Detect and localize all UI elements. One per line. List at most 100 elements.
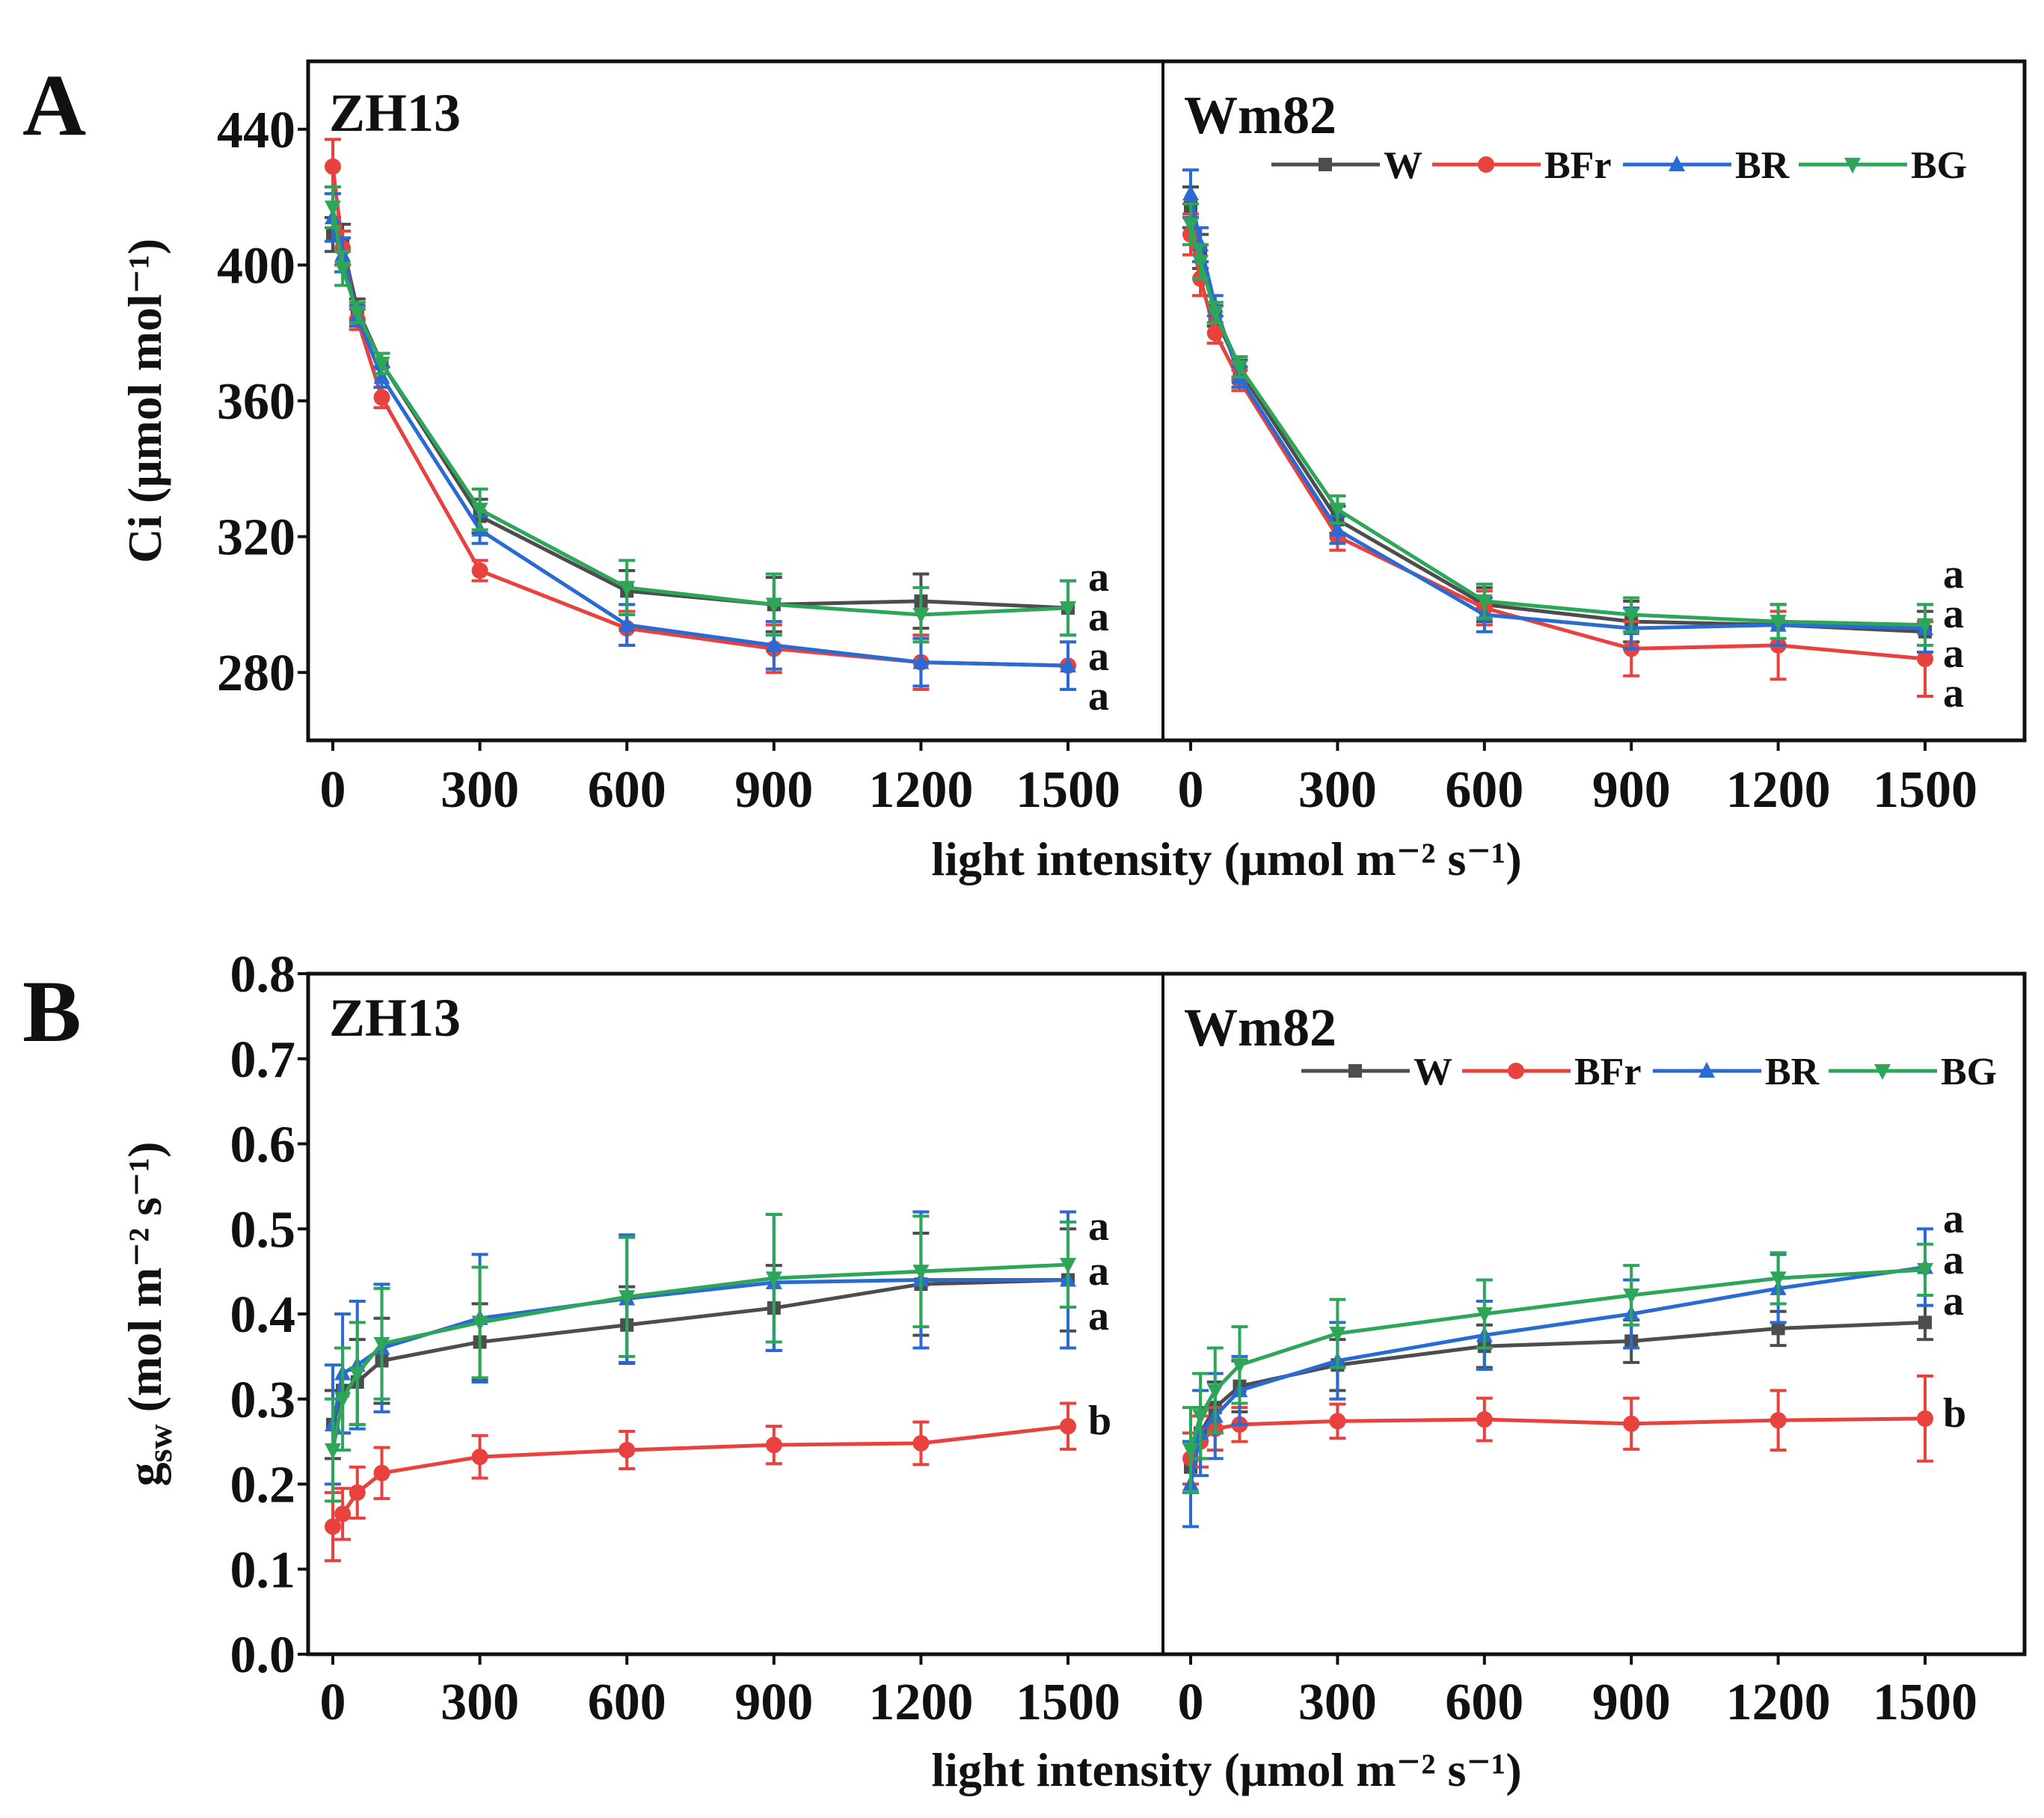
series-line: [331, 166, 1069, 668]
x-tick-label: 1500: [1016, 761, 1120, 819]
significance-letter: a: [1088, 1293, 1109, 1339]
series-BFr: [325, 1401, 1076, 1562]
series-BR: [325, 192, 1076, 691]
legend-marker: [1478, 156, 1494, 173]
data-point: [1770, 615, 1787, 631]
data-point: [912, 1434, 930, 1452]
x-tick-label: 0: [1178, 1674, 1204, 1731]
series-BG: [1182, 202, 1933, 647]
legend-label: W: [1414, 1051, 1452, 1093]
series-line: [1188, 224, 1926, 627]
x-tick-label: 300: [441, 761, 519, 819]
data-point: [1917, 618, 1933, 634]
data-point: [349, 1484, 366, 1501]
y-axis: 0.0 0.1 0.2 0.3 0.4 0.5 0.6 0.7 0.8: [230, 946, 308, 1684]
data-point: [1770, 1412, 1787, 1429]
series-BG: [325, 185, 1076, 644]
data-point: [1771, 1321, 1785, 1336]
data-point: [619, 615, 636, 632]
x-tick-label: 300: [1298, 1674, 1377, 1731]
data-point: [471, 503, 488, 519]
x-axis-label: light intensity (μmol m⁻² s⁻¹): [931, 832, 1521, 885]
series-line: [1188, 1265, 1926, 1484]
y-tick-label: 0.0: [230, 1627, 296, 1684]
data-point: [1182, 185, 1199, 201]
x-tick-label: 600: [588, 761, 666, 819]
data-point: [1060, 1418, 1076, 1435]
y-tick-label: 0.4: [230, 1286, 296, 1344]
data-point: [1206, 1384, 1224, 1400]
subplot-title: ZH13: [329, 83, 461, 143]
data-point: [1623, 1288, 1640, 1304]
data-point: [619, 1442, 636, 1458]
y-tick-label: 0.2: [230, 1457, 296, 1514]
subplot-ZH13: ZH13 0 300 600 900 1200 1500 aaa b: [320, 988, 1121, 1731]
series-BG: [1182, 1242, 1933, 1494]
panel-letter: B: [22, 962, 82, 1060]
series-line: [331, 1278, 1069, 1425]
data-point: [1182, 1443, 1199, 1459]
significance-letter: a: [1943, 591, 1964, 637]
series-line: [1188, 233, 1926, 661]
data-point: [373, 368, 390, 384]
series-line: [331, 233, 1069, 610]
y-tick-label: 0.6: [230, 1117, 296, 1174]
subplot-title: Wm82: [1184, 998, 1336, 1057]
series-W: [1182, 185, 1933, 654]
legend-label: BFr: [1544, 144, 1612, 187]
x-tick-label: 900: [734, 1674, 813, 1731]
data-point: [1329, 520, 1346, 537]
data-point: [1917, 1262, 1933, 1279]
series-W: [1182, 1303, 1933, 1494]
data-point: [765, 598, 782, 614]
y-tick-label: 0.5: [230, 1201, 296, 1259]
series-line: [331, 1278, 1068, 1425]
x-tick-label: 300: [441, 1674, 519, 1731]
series-W: [325, 215, 1076, 637]
data-point: [471, 1315, 488, 1332]
series-line: [1188, 206, 1926, 634]
data-point: [334, 1392, 352, 1408]
legend-marker: [1698, 1062, 1715, 1078]
significance-letter: a: [1943, 551, 1964, 598]
significance-letter: a: [1943, 1196, 1964, 1242]
data-point: [765, 636, 782, 652]
x-tick-label: 0: [1178, 761, 1204, 819]
subplot-title: Wm82: [1184, 85, 1336, 145]
data-point: [1476, 1307, 1493, 1323]
series-BR: [1182, 1227, 1933, 1529]
x-tick-label: 1200: [1726, 761, 1831, 819]
data-point: [325, 158, 341, 175]
legend-marker: [1319, 158, 1332, 171]
x-axis-label: light intensity (μmol m⁻² s⁻¹): [931, 1743, 1521, 1796]
series-line: [1188, 1416, 1926, 1460]
panel-B: B 0.0 0.1 0.2 0.3 0.4 0.5 0.6 0.7 0.8 gsw (mol m⁻²…: [22, 946, 2027, 1796]
legend-label: BFr: [1574, 1051, 1642, 1093]
legend-marker: [1844, 158, 1861, 173]
legend-marker: [1508, 1063, 1524, 1079]
data-point: [619, 1290, 636, 1306]
y-tick-label: 280: [217, 645, 295, 702]
data-point: [912, 608, 930, 624]
data-point: [471, 562, 488, 579]
data-point: [1329, 1327, 1346, 1343]
data-point: [1060, 1258, 1076, 1274]
y-tick-label: 360: [217, 373, 295, 431]
y-tick-label: 0.1: [230, 1541, 296, 1599]
x-tick-label: 900: [1592, 1674, 1671, 1731]
data-point: [471, 1449, 488, 1466]
data-point: [619, 580, 636, 597]
legend: W BFr BR BG: [1271, 144, 1967, 187]
data-point: [325, 1443, 341, 1459]
data-point: [1192, 1409, 1209, 1425]
data-point: [1206, 325, 1224, 342]
y-tick-label: 440: [217, 102, 295, 159]
data-point: [1623, 1415, 1640, 1432]
y-axis: 280 320 360 400 440: [217, 102, 308, 702]
data-point: [334, 261, 352, 277]
panel-A: A 280 320 360 400 440 Ci (μmol mol⁻¹) light int…: [22, 56, 2027, 885]
data-point: [1182, 217, 1199, 233]
y-tick-label: 0.3: [230, 1372, 296, 1429]
x-tick-label: 600: [588, 1674, 666, 1731]
